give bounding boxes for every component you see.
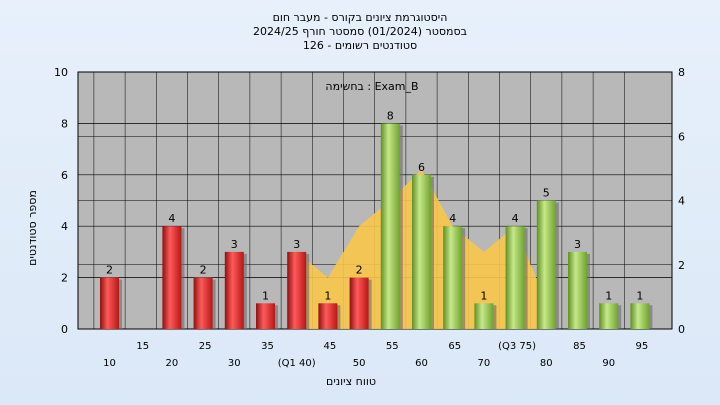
title-line-3: סטודנטים רשומים - 126	[303, 39, 417, 52]
data-label-10: 2	[106, 264, 113, 277]
data-labels: 2 4 2 3 1 3 1 2 8 6 4 1 4 5 3 1 1	[106, 109, 643, 302]
bar-65	[443, 226, 463, 329]
y2-tick-label: 2	[678, 259, 685, 272]
x-category-label: 95	[636, 341, 649, 352]
x-category-label: 85	[573, 341, 586, 352]
x-category-label: 70	[478, 358, 491, 369]
bar-50	[349, 277, 369, 329]
bar-60	[412, 174, 431, 329]
bar-85	[568, 251, 587, 329]
title-line-1: היסטוגרמת ציונים בקורס - מעבר חום	[273, 11, 448, 24]
bar-30	[224, 251, 244, 329]
data-label-60: 6	[418, 161, 425, 174]
y-tick-label: 8	[61, 117, 68, 130]
x-category-label: 50	[353, 358, 366, 369]
bar-70	[474, 303, 494, 329]
legend-label: בחשימה : Exam_B	[325, 80, 418, 93]
data-label-85: 3	[574, 238, 581, 251]
x-category-label: 10	[103, 358, 116, 369]
data-label-75: 4	[512, 212, 519, 225]
x-category-label: 45	[324, 341, 337, 352]
x-category-label: 25	[199, 341, 212, 352]
x-category-label: 30	[228, 358, 241, 369]
data-label-65: 4	[449, 212, 456, 225]
x-category-label: 35	[261, 341, 274, 352]
y-tick-label: 2	[61, 272, 68, 285]
y2-axis-ticks: 0 2 4 6 8	[678, 66, 685, 336]
bar-90	[599, 303, 619, 329]
y-axis-title: מספר סטודנטים	[26, 190, 39, 266]
data-label-25: 2	[200, 264, 207, 277]
bar-25	[193, 277, 213, 329]
x-category-label: 15	[136, 341, 149, 352]
bar-95	[630, 303, 650, 329]
y-axis-ticks: 0 2 4 6 8 10	[54, 66, 68, 336]
x-category-label: (Q3 75)	[498, 341, 536, 352]
data-label-95: 1	[636, 289, 643, 302]
y2-tick-label: 8	[678, 66, 685, 79]
y2-tick-label: 6	[678, 130, 685, 143]
x-axis-categories: 10 15 20 25 30 35 (Q1 40) 45 50 55 60 65 70 (Q3 75) 80…	[103, 341, 648, 369]
x-category-label: 60	[415, 358, 428, 369]
y-tick-label: 6	[61, 169, 68, 182]
data-label-20: 4	[168, 212, 175, 225]
x-category-label: 90	[602, 358, 615, 369]
bar-55	[380, 123, 400, 330]
y2-tick-label: 4	[678, 195, 685, 208]
data-label-35: 1	[262, 289, 269, 302]
x-category-label: 80	[540, 358, 553, 369]
data-label-30: 3	[231, 238, 238, 251]
y-tick-label: 10	[54, 66, 68, 79]
y-tick-label: 0	[61, 323, 68, 336]
data-label-40: 3	[293, 238, 300, 251]
data-label-90: 1	[605, 289, 612, 302]
bar-40	[287, 251, 307, 329]
x-axis-title: טווח ציונים	[326, 375, 376, 388]
data-label-45: 1	[324, 289, 331, 302]
x-category-label: 65	[448, 341, 461, 352]
x-category-label: 55	[386, 341, 399, 352]
data-label-50: 2	[356, 264, 363, 277]
bar-20	[162, 226, 182, 329]
chart-title: היסטוגרמת ציונים בקורס - מעבר חום בסמסטר…	[253, 11, 467, 52]
title-line-2: בסמסטר (01/2024) סמסטר חורף 2024/25	[253, 25, 467, 38]
bar-45	[318, 303, 338, 329]
bar-80	[536, 200, 556, 329]
data-label-70: 1	[480, 289, 487, 302]
bar-35	[256, 303, 275, 329]
bars	[100, 123, 653, 330]
y2-tick-label: 0	[678, 323, 685, 336]
data-label-80: 5	[543, 187, 550, 200]
bar-75	[505, 226, 525, 329]
y-tick-label: 4	[61, 220, 68, 233]
x-category-label: (Q1 40)	[278, 358, 316, 369]
bar-10	[100, 277, 119, 329]
x-category-label: 20	[166, 358, 179, 369]
data-label-55: 8	[387, 109, 394, 122]
